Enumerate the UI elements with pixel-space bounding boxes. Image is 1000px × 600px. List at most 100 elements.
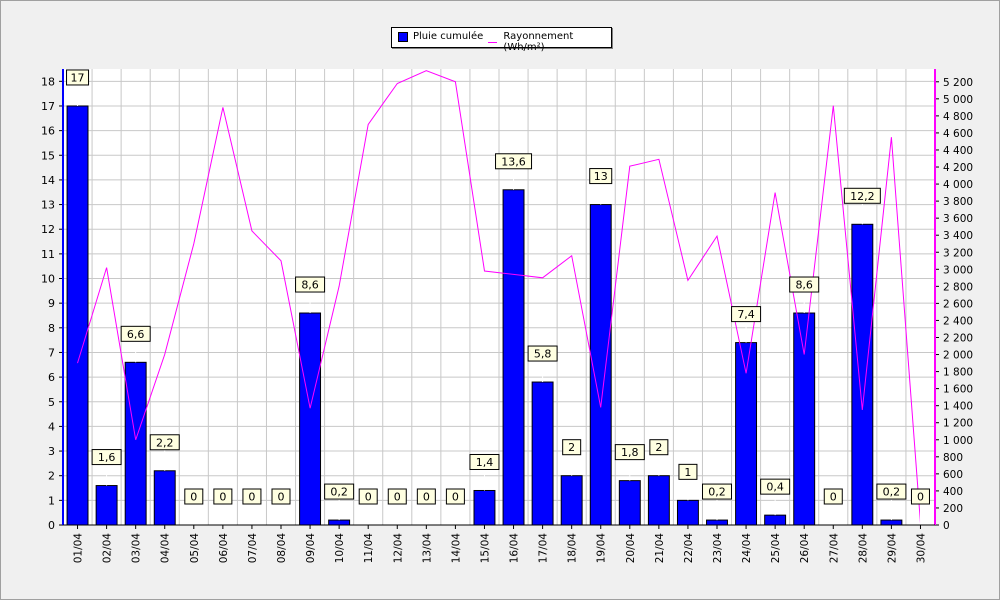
left-axis-tick-label: 17 — [41, 100, 55, 113]
x-axis-tick-label: 08/04 — [276, 533, 288, 564]
data-label: 0 — [452, 491, 459, 504]
data-label: 13 — [594, 170, 608, 183]
right-axis-tick-label: 0 — [943, 520, 950, 532]
bar-rain — [676, 499, 699, 526]
x-axis-tick-label: 11/04 — [363, 533, 375, 564]
left-axis-tick-label: 14 — [41, 174, 55, 187]
data-label: 2,2 — [156, 436, 174, 449]
x-axis-tick-label: 01/04 — [73, 533, 85, 564]
left-axis-tick-label: 2 — [48, 470, 55, 483]
data-label-box — [910, 488, 930, 505]
x-axis-tick-label: 16/04 — [509, 533, 521, 564]
left-axis-tick-label: 1 — [48, 494, 55, 507]
x-axis-tick-label: 14/04 — [450, 533, 462, 564]
left-axis-tick-label: 7 — [48, 346, 55, 359]
left-axis-tick-label: 11 — [41, 248, 55, 261]
data-label: 0 — [248, 491, 255, 504]
data-label: 0,2 — [708, 486, 726, 499]
x-axis-tick-label: 21/04 — [654, 533, 666, 564]
bar-rain — [124, 361, 147, 526]
data-label-box — [120, 325, 151, 342]
data-label: 5,8 — [534, 348, 552, 361]
data-label: 1,6 — [98, 451, 116, 464]
legend-swatch-radiation — [488, 41, 498, 43]
x-axis-tick-label: 04/04 — [160, 533, 172, 564]
left-axis-tick-label: 8 — [48, 322, 55, 335]
left-axis-tick-label: 3 — [48, 445, 55, 458]
data-label: 2 — [568, 441, 575, 454]
x-axis-tick-label: 28/04 — [857, 533, 869, 564]
left-axis-tick-label: 6 — [48, 371, 55, 384]
x-axis-tick-label: 10/04 — [334, 533, 346, 564]
x-axis-tick-label: 02/04 — [102, 533, 114, 564]
right-axis-tick-label: 3 600 — [943, 213, 973, 225]
data-label: 0 — [278, 491, 285, 504]
bar-rain — [299, 312, 322, 526]
x-axis-tick-label: 07/04 — [247, 533, 259, 564]
data-label-box — [843, 187, 881, 204]
bar-rain — [793, 312, 816, 526]
x-axis-tick-label: 19/04 — [596, 533, 608, 564]
data-label-box — [184, 488, 204, 505]
bar-rain — [66, 105, 89, 526]
legend-item-radiation: Rayonnement (Wh/m²) — [488, 31, 611, 53]
x-axis-tick-label: 22/04 — [683, 533, 695, 564]
bar-rain — [764, 514, 787, 526]
right-axis-tick-label: 2 000 — [943, 350, 973, 362]
data-label-box — [589, 168, 613, 185]
right-axis-tick-label: 200 — [943, 503, 963, 515]
data-label-box — [66, 69, 90, 86]
right-axis-tick-label: 1 400 — [943, 401, 973, 413]
bar-rain — [618, 480, 641, 526]
bar-rain — [851, 223, 874, 526]
x-axis-tick-label: 27/04 — [828, 533, 840, 564]
right-axis-tick-label: 400 — [943, 486, 963, 498]
data-label: 0 — [394, 491, 401, 504]
bar-rain — [560, 475, 583, 526]
bar-rain — [328, 519, 351, 526]
x-axis-tick-label: 12/04 — [392, 533, 404, 564]
data-label: 2 — [655, 441, 662, 454]
x-axis-tick-label: 25/04 — [770, 533, 782, 564]
x-axis-tick-label: 06/04 — [218, 533, 230, 564]
x-axis-tick-label: 30/04 — [915, 533, 927, 564]
right-axis-tick-label: 4 600 — [943, 128, 973, 140]
data-label: 17 — [71, 71, 85, 84]
x-axis-tick-label: 23/04 — [712, 533, 724, 564]
x-axis-tick-label: 03/04 — [131, 533, 143, 564]
left-axis-tick-label: 9 — [48, 297, 55, 310]
right-axis-tick-label: 1 000 — [943, 435, 973, 447]
x-axis-tick-label: 18/04 — [567, 533, 579, 564]
left-axis-tick-label: 13 — [41, 199, 55, 212]
data-label: 0 — [219, 491, 226, 504]
legend-label-radiation: Rayonnement (Wh/m²) — [503, 31, 574, 53]
x-axis-tick-label: 13/04 — [421, 533, 433, 564]
left-axis-tick-label: 10 — [41, 273, 55, 286]
data-label-box — [789, 276, 820, 293]
data-label: 0,2 — [330, 486, 348, 499]
left-axis-tick-label: 5 — [48, 396, 55, 409]
data-label-box — [562, 439, 582, 456]
right-axis-tick-label: 1 800 — [943, 367, 973, 379]
line-radiation — [77, 70, 921, 524]
x-axis-tick-label: 09/04 — [305, 533, 317, 564]
legend-label-rain: Pluie cumulée — [413, 31, 484, 42]
bar-rain — [473, 489, 496, 526]
bar-rain — [95, 485, 118, 526]
data-label-box — [731, 306, 762, 323]
data-label: 7,4 — [737, 308, 755, 321]
x-axis-tick-label: 05/04 — [189, 533, 201, 564]
right-axis-tick-label: 2 800 — [943, 281, 973, 293]
data-label: 0 — [830, 491, 837, 504]
left-axis-tick-label: 12 — [41, 223, 55, 236]
data-label: 1,8 — [621, 446, 639, 459]
right-axis-tick-label: 4 800 — [943, 111, 973, 123]
right-axis-tick-label: 5 000 — [943, 94, 973, 106]
data-label-box — [242, 488, 262, 505]
right-axis-tick-label: 3 400 — [943, 230, 973, 242]
left-axis-tick-label: 4 — [48, 420, 55, 433]
data-label-box — [271, 488, 291, 505]
bar-rain — [502, 189, 525, 526]
data-label: 8,6 — [795, 279, 813, 292]
